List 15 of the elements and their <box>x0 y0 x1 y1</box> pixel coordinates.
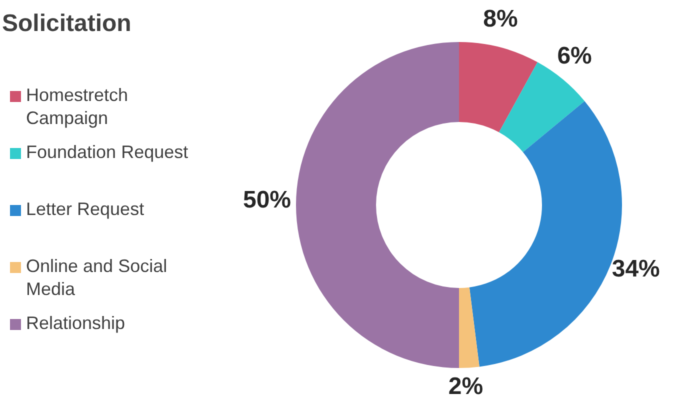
data-label: 6% <box>557 42 592 70</box>
data-label: 2% <box>448 373 484 400</box>
donut-slice <box>498 62 585 152</box>
chart-title: Solicitation <box>2 10 132 38</box>
data-label: 50% <box>242 186 292 214</box>
donut-slice <box>459 42 538 132</box>
legend-label: Letter Request <box>26 198 146 221</box>
legend-label: Online and Social Media <box>26 255 168 301</box>
legend-label: Relationship <box>26 312 126 335</box>
data-label: 34% <box>612 255 660 282</box>
legend-label: Foundation Request <box>26 141 190 164</box>
data-label: 8% <box>483 5 518 32</box>
legend-label: Homestretch Campaign <box>26 84 130 130</box>
donut-slice <box>296 42 459 368</box>
donut-slice <box>459 287 480 368</box>
